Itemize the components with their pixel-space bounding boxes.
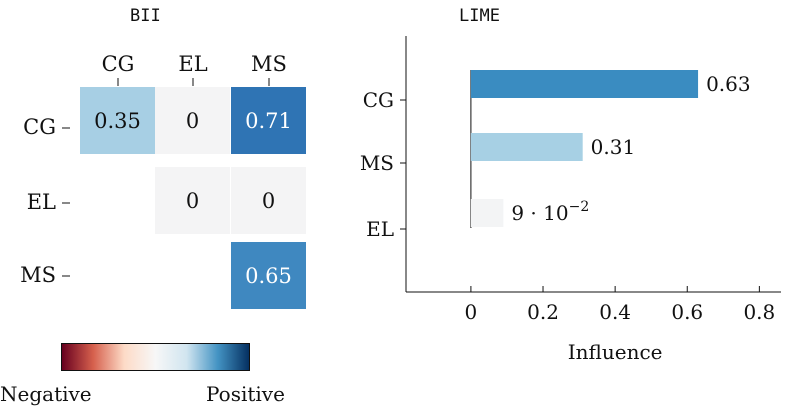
heatmap-cell-cg-el: 0	[155, 87, 230, 154]
heatmap-column-label-cg: CG	[101, 52, 135, 76]
x-tick-label: 0.4	[599, 300, 631, 324]
heatmap-cell-cg-ms: 0.71	[231, 87, 306, 154]
heatmap-cell-ms-ms: 0.65	[231, 242, 306, 309]
bar-chart-title: LIME	[459, 6, 500, 26]
x-tick-label: 0.2	[527, 300, 559, 324]
colorbar	[61, 343, 250, 371]
heatmap-cell-el-el: 0	[155, 167, 230, 234]
bar-ms	[470, 133, 583, 161]
bar-el	[470, 199, 504, 227]
heatmap-cell-label: 0	[185, 108, 200, 133]
heatmap-cell-cg-cg: 0.35	[80, 87, 155, 154]
heatmap-cell-el-ms: 0	[231, 167, 306, 234]
bar-value-label-ms: 0.31	[591, 135, 636, 159]
heatmap-title: BII	[130, 6, 161, 26]
y-tick-label-ms: MS	[360, 151, 394, 175]
heatmap-cell-label: 0.65	[245, 263, 292, 288]
heatmap-cell-label: 0	[261, 188, 276, 213]
y-tick-label-el: EL	[366, 217, 394, 241]
bar-value-label-el: 9 · 10−2	[511, 199, 589, 225]
colorbar-positive-label: Positive	[206, 382, 285, 406]
heatmap-column-label-ms: MS	[251, 52, 287, 76]
heatmap-cell-label: 0.35	[94, 108, 141, 133]
heatmap-cell-label: 0	[185, 188, 200, 213]
y-tick-label-cg: CG	[363, 88, 394, 112]
heatmap-row-label-el: EL	[26, 190, 56, 214]
x-tick-label: 0	[465, 300, 478, 324]
x-tick-label: 0.6	[671, 300, 703, 324]
x-tick-label: 0.8	[743, 300, 775, 324]
bar-cg	[470, 70, 699, 98]
heatmap-row-label-ms: MS	[20, 263, 56, 287]
heatmap-row-label-cg: CG	[23, 115, 56, 139]
colorbar-negative-label: Negative	[0, 382, 92, 406]
bar-value-label-cg: 0.63	[706, 72, 751, 96]
heatmap-column-label-el: EL	[178, 52, 208, 76]
heatmap-cell-label: 0.71	[245, 108, 292, 133]
x-axis-label: Influence	[568, 340, 663, 364]
